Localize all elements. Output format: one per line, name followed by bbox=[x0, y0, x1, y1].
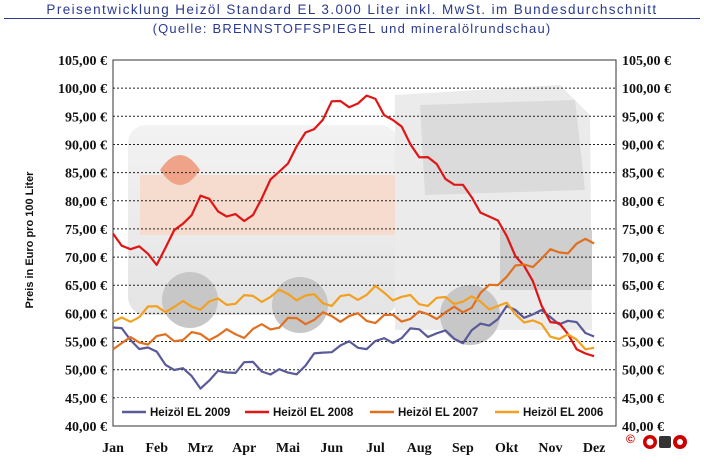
y-tick-label-left: 45,00 € bbox=[65, 392, 107, 407]
chart-subtitle: (Quelle: BRENNSTOFFSPIEGEL und mineralöl… bbox=[152, 21, 552, 36]
legend-label: Heizöl EL 2007 bbox=[398, 407, 478, 419]
y-tick-label-right: 70,00 € bbox=[622, 251, 664, 266]
chart-title: Preisentwicklung Heizöl Standard EL 3.00… bbox=[46, 2, 658, 17]
x-tick-label: Sep bbox=[452, 441, 474, 456]
truck-logo-drop bbox=[160, 155, 200, 185]
y-tick-label-left: 50,00 € bbox=[65, 364, 107, 379]
truck-wheel bbox=[440, 285, 500, 345]
x-tick-label: Apr bbox=[232, 441, 256, 456]
title-rule bbox=[4, 18, 700, 19]
brand-logo-icon bbox=[643, 435, 687, 449]
x-tick-label: Jun bbox=[320, 441, 343, 456]
x-tick-label: Jul bbox=[366, 441, 385, 456]
x-axis: Jan Feb Mrz Apr Mai Jun Jul Aug Sep Okt Nov Dez bbox=[102, 441, 605, 456]
truck-grille bbox=[500, 230, 592, 290]
x-tick-label: Feb bbox=[145, 441, 168, 456]
x-tick-label: Okt bbox=[495, 441, 519, 456]
x-tick-label: Mai bbox=[276, 441, 300, 456]
y-tick-label-left: 80,00 € bbox=[65, 195, 107, 210]
truck-windshield bbox=[420, 100, 585, 195]
y-axis-right: 40,00 € 45,00 € 50,00 € 55,00 € 60,00 € 65,00… bbox=[622, 54, 671, 435]
legend-box bbox=[116, 398, 614, 424]
y-axis-label: Preis in Euro pro 100 Liter bbox=[24, 171, 36, 309]
y-tick-label-right: 50,00 € bbox=[622, 364, 664, 379]
truck-wheel bbox=[272, 277, 328, 333]
y-tick-label-right: 90,00 € bbox=[622, 138, 664, 153]
y-tick-label-left: 60,00 € bbox=[65, 307, 107, 322]
truck-wheel bbox=[162, 272, 218, 328]
x-tick-label: Mrz bbox=[188, 441, 214, 456]
y-tick-label-right: 65,00 € bbox=[622, 279, 664, 294]
y-tick-label-left: 90,00 € bbox=[65, 138, 107, 153]
series-lines bbox=[112, 94, 595, 390]
y-tick-label-right: 45,00 € bbox=[622, 392, 664, 407]
legend-label: Heizöl EL 2008 bbox=[273, 407, 354, 419]
legend-label: Heizöl EL 2009 bbox=[150, 407, 230, 419]
legend-label: Heizöl EL 2006 bbox=[523, 407, 603, 419]
x-tick-label: Aug bbox=[407, 441, 432, 456]
y-tick-label-left: 100,00 € bbox=[58, 82, 107, 97]
y-tick-label-right: 55,00 € bbox=[622, 336, 664, 351]
y-tick-label-left: 105,00 € bbox=[58, 54, 107, 69]
legend: Heizöl EL 2009 Heizöl EL 2008 Heizöl EL 20… bbox=[116, 398, 614, 424]
y-tick-label-right: 40,00 € bbox=[622, 420, 664, 435]
x-tick-label: Jan bbox=[102, 441, 124, 456]
y-tick-label-left: 40,00 € bbox=[65, 420, 107, 435]
y-tick-label-right: 95,00 € bbox=[622, 110, 664, 125]
y-tick-label-left: 75,00 € bbox=[65, 223, 107, 238]
y-tick-label-left: 70,00 € bbox=[65, 251, 107, 266]
y-tick-label-right: 80,00 € bbox=[622, 195, 664, 210]
y-tick-label-right: 105,00 € bbox=[622, 54, 671, 69]
series-line-2 bbox=[112, 94, 595, 358]
series-line-3 bbox=[112, 237, 595, 351]
y-axis-left: 40,00 € 45,00 € 50,00 € 55,00 € 60,00 € 65,00… bbox=[58, 54, 107, 435]
y-tick-label-left: 85,00 € bbox=[65, 167, 107, 182]
y-tick-label-left: 65,00 € bbox=[65, 279, 107, 294]
y-tick-label-right: 85,00 € bbox=[622, 167, 664, 182]
y-tick-label-right: 100,00 € bbox=[622, 82, 671, 97]
y-tick-label-right: 60,00 € bbox=[622, 307, 664, 322]
x-tick-label: Dez bbox=[583, 441, 606, 456]
y-tick-label-left: 95,00 € bbox=[65, 110, 107, 125]
y-tick-label-left: 55,00 € bbox=[65, 336, 107, 351]
series-line-1 bbox=[112, 304, 595, 390]
copyright-symbol: © bbox=[626, 432, 635, 446]
series-line-4 bbox=[112, 284, 595, 351]
truck-stripe bbox=[140, 175, 395, 235]
x-tick-label: Nov bbox=[538, 441, 562, 456]
y-tick-label-right: 75,00 € bbox=[622, 223, 664, 238]
